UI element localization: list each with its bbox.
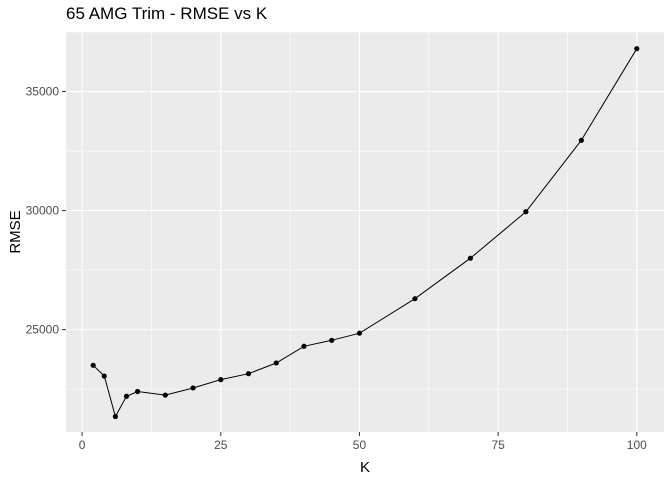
data-point (245, 371, 252, 377)
x-tick-label: 25 (214, 438, 228, 452)
plot-panel (66, 32, 664, 432)
x-axis-title: K (360, 459, 370, 476)
y-axis-title: RMSE (7, 210, 24, 253)
y-axis: 25000 30000 35000 (26, 85, 66, 337)
series-layer (90, 46, 640, 420)
data-point (467, 255, 473, 261)
data-point (190, 385, 196, 391)
x-tick-label: 100 (627, 438, 647, 452)
y-tick-label: 35000 (26, 85, 60, 99)
data-point (301, 343, 307, 349)
y-tick-label: 25000 (26, 323, 60, 337)
data-point (123, 393, 130, 399)
y-tick-label: 30000 (26, 204, 60, 218)
data-point (101, 373, 107, 379)
data-point (162, 392, 168, 398)
data-point (218, 377, 224, 383)
x-tick-label: 75 (491, 438, 505, 452)
data-point (329, 337, 335, 343)
chart-title: 65 AMG Trim - RMSE vs K (66, 4, 268, 23)
x-axis: 0 25 50 75 100 (79, 432, 647, 452)
minor-gridlines (66, 31, 664, 432)
data-point (356, 330, 363, 336)
data-point (412, 296, 418, 302)
data-point (112, 413, 118, 420)
data-point (134, 388, 141, 395)
x-tick-label: 50 (353, 438, 367, 452)
data-point (634, 46, 640, 52)
x-tick-label: 0 (79, 438, 86, 452)
data-point (273, 360, 279, 366)
series-line (92, 48, 638, 418)
data-point (578, 137, 584, 143)
data-point (90, 362, 96, 368)
data-point (523, 209, 529, 215)
